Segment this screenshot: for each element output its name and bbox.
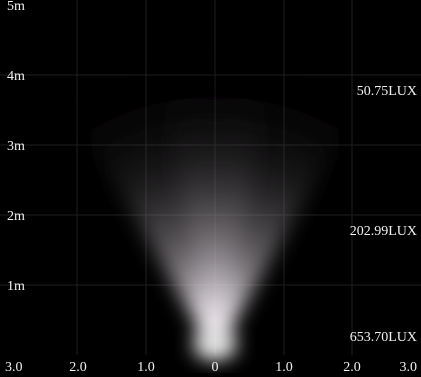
lux-label: 653.70LUX [350,330,417,345]
y-label: 3m [7,139,25,154]
x-label: 2.0 [343,360,361,375]
x-label: 1.0 [275,360,293,375]
x-label: 2.0 [69,360,87,375]
lux-label: 202.99LUX [350,224,417,239]
x-label: 3.0 [400,360,418,375]
light-source [193,331,237,359]
light-beam-core [150,40,280,355]
x-label: 3.0 [5,360,23,375]
y-label: 5m [7,0,25,14]
x-label: 1.0 [137,360,155,375]
x-label: 0 [212,360,219,375]
lux-label: 50.75LUX [357,84,417,99]
y-label: 4m [7,69,25,84]
y-label: 2m [7,209,25,224]
y-label: 1m [7,279,25,294]
labels: 5m 4m 3m 2m 1m 3.0 2.0 1.0 0 1.0 2.0 3.0 50.75LUX 202… [5,0,417,375]
